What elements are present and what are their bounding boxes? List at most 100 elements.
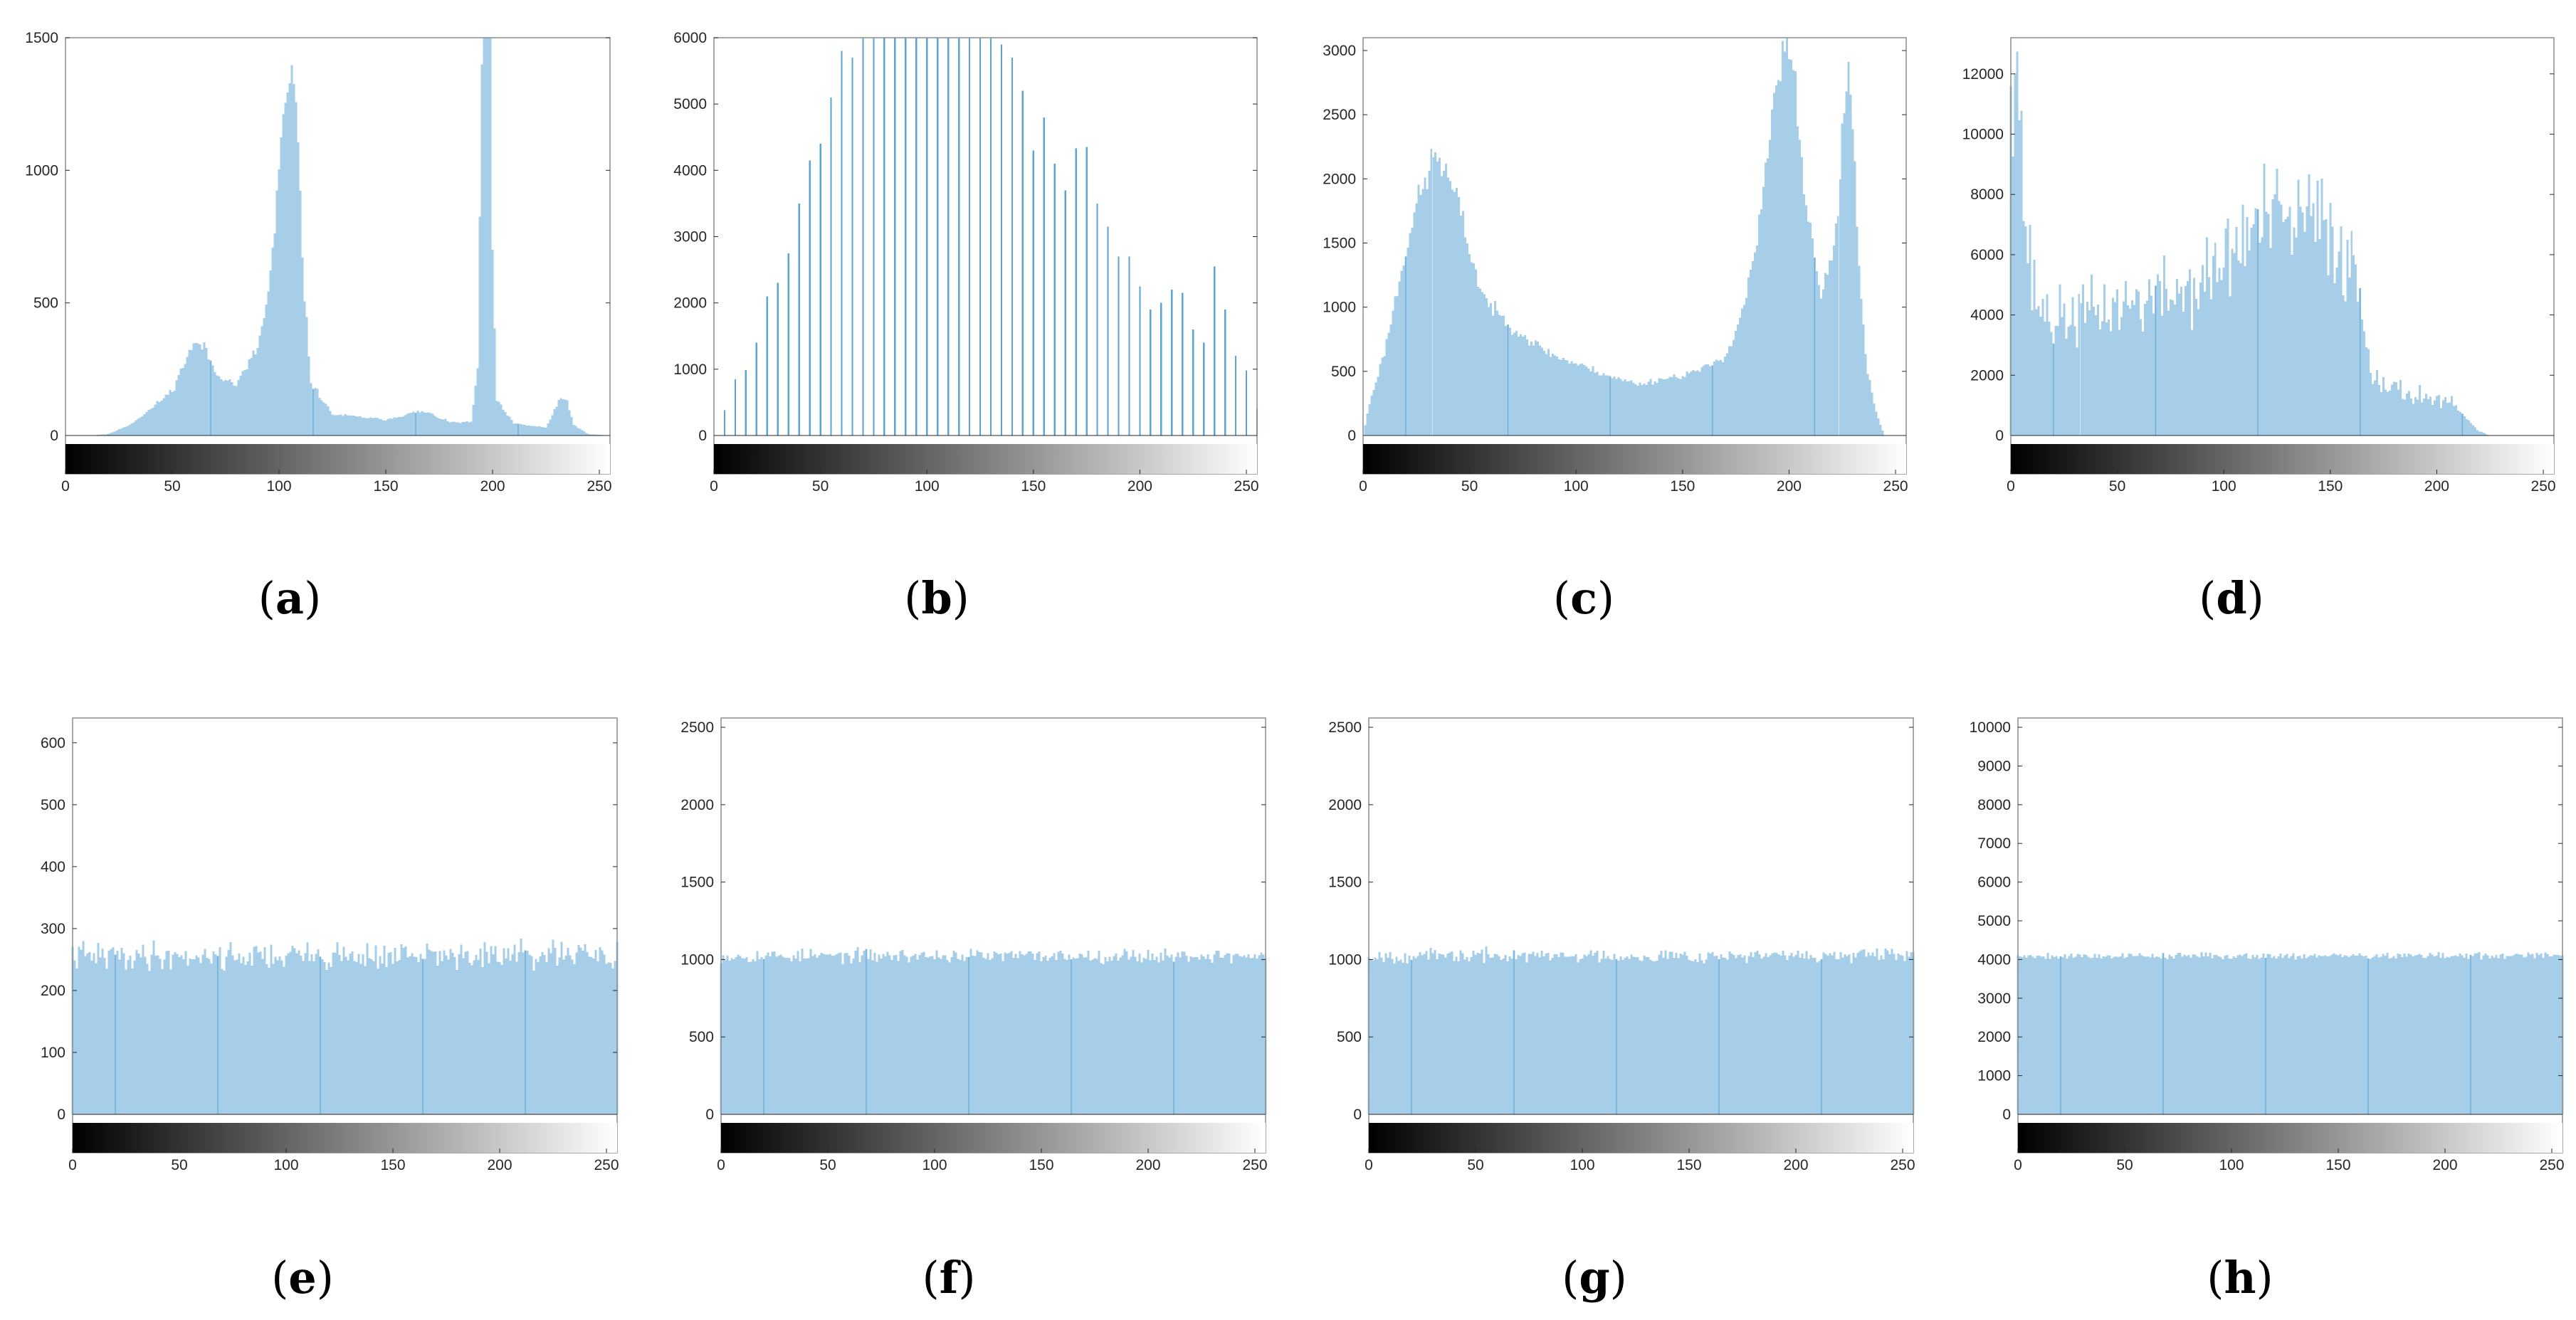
histogram-bar [1739,954,1742,1114]
histogram-bar [1436,959,1439,1114]
histogram-bar [1794,955,1797,1114]
histogram-bar [769,956,772,1114]
histogram-bar [1841,957,1844,1114]
histogram-bar [1510,334,1513,435]
histogram-bar [466,951,469,1114]
histogram-bar [1545,954,1547,1114]
histogram-bar [946,960,949,1114]
histogram-bar [2029,224,2031,435]
histogram-bar [1781,41,1784,435]
histogram-bar [397,417,400,435]
histogram-bar [2076,347,2078,435]
histogram-bar [2046,952,2049,1114]
histogram-bar [2081,956,2083,1114]
histogram-bar [490,946,493,1114]
histogram-bar [485,38,488,435]
histogram-bar [1391,959,1394,1114]
histogram-bar [1515,959,1518,1114]
histogram-bar [2258,959,2261,1114]
histogram-bar [1487,954,1490,1114]
histogram-bar [261,326,263,435]
histogram-bar [2194,298,2197,435]
histogram-bar [2044,959,2047,1114]
histogram-bar [364,966,367,1114]
histogram-bar [1844,954,1846,1114]
histogram-bar [383,946,386,1114]
histogram-bar [409,956,411,1114]
histogram-bar [991,958,994,1114]
histogram-bar [357,954,360,1114]
histogram-bar [1394,296,1397,435]
histogram-bar [2097,305,2100,435]
histogram-bar [2393,381,2396,435]
histogram-bar [2202,956,2205,1114]
histogram-bar [1568,363,1571,435]
histogram-bar [1688,373,1691,435]
histogram-bar [1863,949,1866,1114]
histogram-bar [856,946,859,1114]
bars [2009,51,2489,436]
histogram-bar [2182,312,2185,435]
histogram-bar [256,347,259,435]
histogram-bar [470,965,473,1114]
histogram-bar [811,956,814,1114]
histogram-bar [545,962,548,1114]
histogram-bar [154,956,157,1114]
histogram-bar [2463,416,2466,435]
histogram-bar [1645,957,1648,1114]
x-tick-label: 0 [61,478,70,495]
histogram-bar [1758,954,1761,1114]
histogram-bar [1419,951,1421,1114]
histogram-bar [317,949,320,1114]
histogram-bar [916,959,919,1114]
histogram-bar [1765,162,1767,435]
histogram-bar [308,961,311,1114]
histogram-bar [2324,955,2327,1114]
histogram-bar [432,951,435,1114]
histogram-bar [1811,238,1814,435]
histogram-bar [2260,957,2263,1114]
histogram-bar [2465,954,2468,1114]
histogram-bar [505,958,508,1114]
histogram-bar [295,953,298,1114]
x-tick-label: 150 [1670,478,1695,495]
y-tick-label: 200 [41,983,65,999]
histogram-bar [2450,956,2453,1114]
histogram-bar [2083,954,2086,1114]
histogram-bar [2320,956,2323,1114]
histogram-bar [1802,194,1805,435]
histogram-bar [2506,956,2508,1114]
bars [1364,38,1884,436]
histogram-bar [937,957,940,1114]
histogram-bar [2346,239,2349,435]
histogram-bar [1724,356,1727,435]
histogram-bar [1006,954,1009,1114]
histogram-bar [2271,958,2273,1114]
histogram-bar [2049,959,2051,1114]
histogram-bar [2224,956,2227,1114]
histogram-bar [839,952,842,1114]
histogram-bar [2448,957,2451,1114]
histogram-bar [377,968,379,1114]
histogram-bar [2164,957,2167,1114]
histogram-bar [391,418,394,435]
histogram-bar [310,383,312,435]
histogram-bar [1470,957,1473,1114]
histogram-bar [2276,169,2278,435]
histogram-bar [362,954,364,1114]
histogram-bar [1866,374,1869,435]
y-tick-label: 400 [41,859,65,875]
histogram-bar [2108,319,2110,435]
histogram-bar [2342,295,2345,435]
histogram-bar [1564,956,1567,1114]
histogram-bar [2200,951,2203,1114]
histogram-bar [1157,962,1160,1114]
histogram-bar [504,412,507,435]
histogram-bar [1170,954,1173,1114]
x-tick-label: 50 [1467,1157,1483,1173]
histogram-bar [1523,335,1526,435]
histogram-bar [555,406,558,435]
histogram-bar [2194,954,2197,1114]
histogram-bar [1055,959,1058,1114]
